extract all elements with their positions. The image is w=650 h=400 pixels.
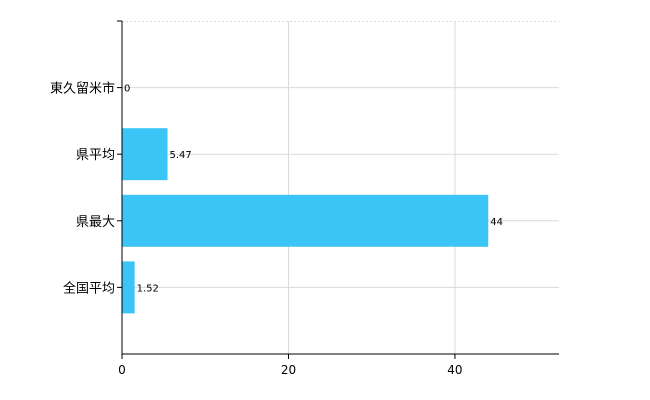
grid-lines (122, 21, 559, 354)
x-tick-label: 20 (281, 363, 296, 377)
y-tick-label: 県平均 (76, 148, 115, 163)
data-label: 1.52 (137, 283, 159, 294)
x-tick-label: 40 (447, 363, 462, 377)
y-tick-label: 東久留米市 (50, 81, 115, 97)
bars (122, 128, 489, 314)
bar (122, 194, 489, 247)
y-tick-label: 県最大 (76, 215, 115, 230)
data-label: 0 (124, 84, 130, 95)
x-tick-label: 0 (118, 363, 126, 377)
data-label: 5.47 (170, 150, 192, 161)
axes (117, 20, 559, 359)
bar (122, 128, 168, 181)
bar (122, 261, 135, 314)
data-label: 44 (490, 217, 503, 228)
y-tick-label: 全国平均 (63, 280, 115, 296)
